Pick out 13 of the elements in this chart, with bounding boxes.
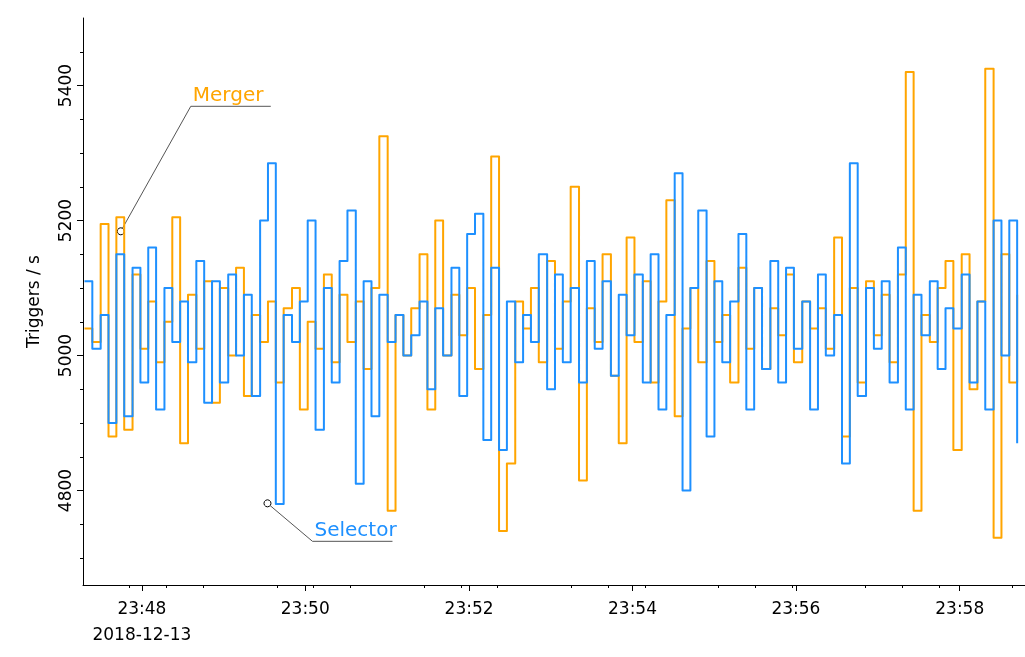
y-tick-label: 5000 — [54, 333, 75, 378]
y-tick-label: 5200 — [54, 198, 75, 243]
x-tick-label: 23:56 — [771, 598, 821, 618]
y-tick-label: 5400 — [54, 63, 75, 108]
y-tick-label: 4800 — [54, 468, 75, 513]
y-axis-title: Triggers / s — [22, 254, 43, 349]
x-tick-label: 23:50 — [280, 598, 330, 618]
x-tick-label: 23:54 — [608, 598, 657, 618]
x-tick-label: 23:58 — [935, 598, 985, 618]
x-tick-label: 23:52 — [444, 598, 494, 618]
annotation: Merger — [192, 82, 265, 107]
x-tick-label: 23:48 2018-12-13 — [92, 598, 192, 644]
annotation: Selector — [314, 517, 398, 542]
